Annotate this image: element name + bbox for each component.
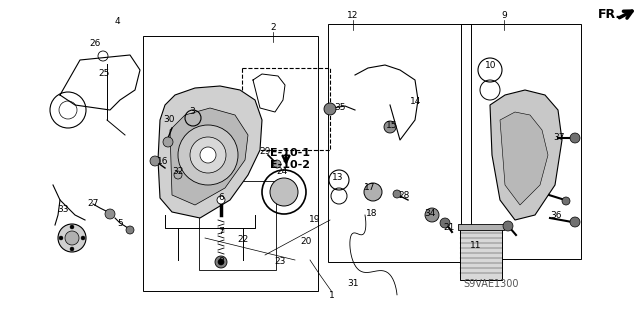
Text: 5: 5 [117,219,123,228]
Circle shape [126,226,134,234]
Circle shape [65,231,79,245]
Polygon shape [490,90,562,220]
Bar [199,181,276,270]
Text: 22: 22 [237,235,248,244]
Text: 29: 29 [259,147,271,157]
Circle shape [190,137,226,173]
Circle shape [200,147,216,163]
Circle shape [425,208,439,222]
Circle shape [570,217,580,227]
Text: 19: 19 [309,216,321,225]
Text: 7: 7 [218,227,224,236]
Text: 14: 14 [410,98,422,107]
Text: E-10-1: E-10-1 [270,148,310,158]
Circle shape [163,137,173,147]
Text: 35: 35 [334,102,346,112]
Circle shape [81,236,85,240]
Text: 9: 9 [501,11,507,20]
Text: 16: 16 [157,157,169,166]
Circle shape [70,247,74,251]
Circle shape [273,160,281,168]
Bar [242,68,330,150]
Text: 11: 11 [470,241,482,250]
Circle shape [58,224,86,252]
Text: 10: 10 [485,61,497,70]
Polygon shape [158,86,262,218]
Text: 30: 30 [163,115,175,124]
Circle shape [70,225,74,229]
Bar [458,224,504,230]
Bar [328,24,471,262]
Text: 31: 31 [348,278,359,287]
Polygon shape [170,108,248,205]
Circle shape [174,171,182,179]
Text: 8: 8 [218,256,224,265]
Text: 34: 34 [424,209,436,218]
Circle shape [105,209,115,219]
Circle shape [215,256,227,268]
Text: 4: 4 [114,18,120,26]
Text: 17: 17 [364,183,376,192]
Text: 37: 37 [553,133,564,143]
Text: S9VAE1300: S9VAE1300 [463,279,519,289]
Bar [143,36,318,291]
Circle shape [217,196,225,204]
Circle shape [178,125,238,185]
Text: 32: 32 [172,167,184,175]
Text: 36: 36 [550,211,562,219]
Bar [460,228,502,280]
Circle shape [570,133,580,143]
Circle shape [324,103,336,115]
Circle shape [503,221,513,231]
Text: 1: 1 [329,291,335,300]
Circle shape [562,197,570,205]
Circle shape [218,259,224,265]
Text: 28: 28 [398,191,410,201]
Text: 2: 2 [270,24,276,33]
Text: 20: 20 [300,238,312,247]
Text: 24: 24 [276,167,287,176]
Circle shape [150,156,160,166]
Text: 25: 25 [99,70,109,78]
Text: 6: 6 [218,192,224,202]
Circle shape [59,236,63,240]
Polygon shape [500,112,548,205]
Text: 21: 21 [444,224,454,233]
Text: E-10-2: E-10-2 [270,160,310,170]
Text: 15: 15 [387,121,397,130]
Text: 26: 26 [90,40,100,48]
Bar [461,24,581,259]
Circle shape [393,190,401,198]
Text: 33: 33 [57,205,68,214]
Circle shape [364,183,382,201]
Circle shape [384,121,396,133]
Text: 13: 13 [332,174,344,182]
Text: 27: 27 [87,199,99,209]
Text: FR.: FR. [598,8,621,20]
Text: 12: 12 [348,11,358,20]
Text: 18: 18 [366,209,378,218]
Text: 23: 23 [275,257,285,266]
Circle shape [440,218,450,228]
Text: 3: 3 [189,108,195,116]
